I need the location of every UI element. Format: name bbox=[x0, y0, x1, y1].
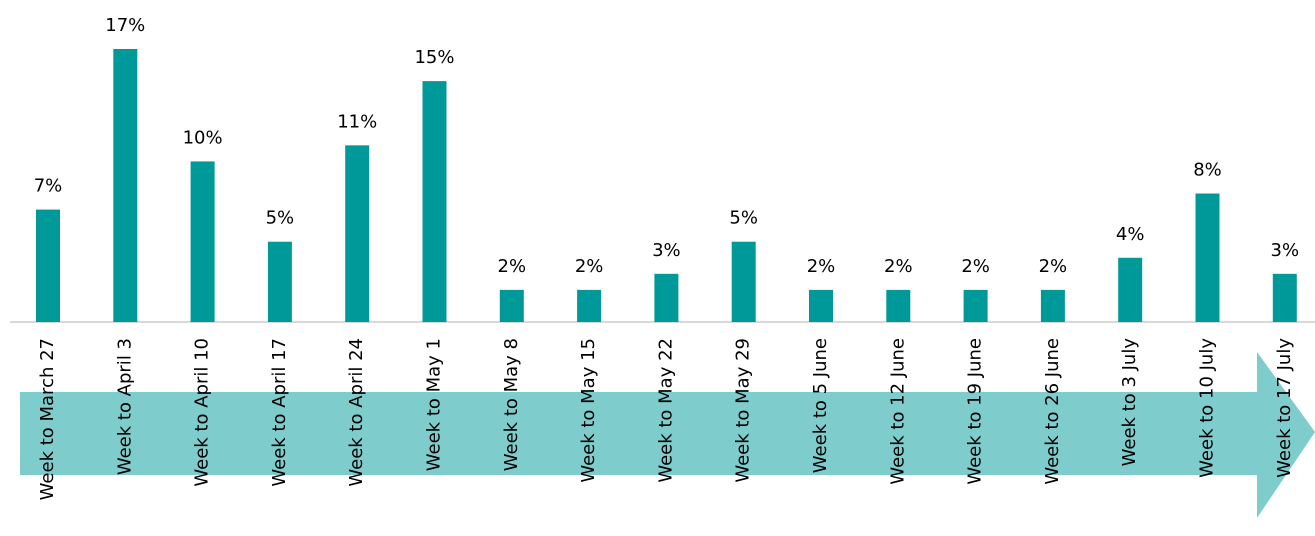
value-label: 2% bbox=[884, 256, 913, 277]
value-label: 2% bbox=[575, 256, 604, 277]
bar bbox=[577, 289, 602, 322]
x-tick-label: Week to 19 June bbox=[965, 338, 986, 485]
bar bbox=[422, 81, 447, 322]
x-tick-label: Week to May 22 bbox=[655, 338, 676, 483]
x-tick-label: Week to May 8 bbox=[501, 338, 522, 471]
bar bbox=[1040, 289, 1065, 322]
value-label: 3% bbox=[1271, 240, 1300, 261]
x-tick-label: Week to 26 June bbox=[1042, 338, 1063, 485]
x-tick-label: Week to May 29 bbox=[733, 338, 754, 483]
value-label: 15% bbox=[414, 47, 454, 68]
value-label: 2% bbox=[961, 256, 990, 277]
value-label: 2% bbox=[1039, 256, 1068, 277]
bar bbox=[809, 289, 833, 322]
timeline-arrow bbox=[20, 352, 1315, 518]
value-label: 8% bbox=[1193, 160, 1222, 181]
value-label: 5% bbox=[729, 208, 758, 229]
value-label: 2% bbox=[807, 256, 836, 277]
value-label: 3% bbox=[652, 240, 681, 261]
x-tick-label: Week to 3 July bbox=[1119, 338, 1140, 467]
x-tick-label: Week to 17 July bbox=[1274, 338, 1295, 478]
bar bbox=[731, 241, 756, 322]
bar bbox=[1118, 257, 1143, 322]
x-tick-label: Week to 5 June bbox=[810, 338, 831, 473]
x-tick-label: Week to March 27 bbox=[37, 338, 58, 500]
x-tick-label: Week to April 24 bbox=[346, 338, 367, 487]
value-label: 7% bbox=[34, 176, 63, 197]
value-label: 5% bbox=[266, 208, 295, 229]
bar bbox=[113, 49, 138, 322]
bar bbox=[1195, 193, 1220, 322]
x-tick-label: Week to 12 June bbox=[887, 338, 908, 485]
bar bbox=[654, 273, 679, 322]
x-tick-label: Week to April 3 bbox=[114, 338, 135, 475]
value-label: 10% bbox=[183, 127, 223, 148]
value-label: 4% bbox=[1116, 224, 1145, 245]
bar bbox=[1272, 273, 1297, 322]
bar bbox=[886, 289, 911, 322]
value-label: 11% bbox=[337, 111, 377, 132]
bar bbox=[963, 289, 988, 322]
x-tick-label: Week to May 15 bbox=[578, 338, 599, 483]
value-label: 17% bbox=[105, 15, 145, 36]
x-tick-label: Week to May 1 bbox=[424, 338, 445, 471]
x-tick-label: Week to April 17 bbox=[269, 338, 290, 487]
bar bbox=[190, 161, 215, 322]
bar bbox=[36, 209, 60, 322]
bar bbox=[267, 241, 292, 322]
bar bbox=[499, 289, 524, 322]
x-tick-label: Week to 10 July bbox=[1197, 338, 1218, 478]
x-tick-label: Week to April 10 bbox=[192, 338, 213, 487]
bar bbox=[345, 145, 370, 322]
value-label: 2% bbox=[498, 256, 527, 277]
